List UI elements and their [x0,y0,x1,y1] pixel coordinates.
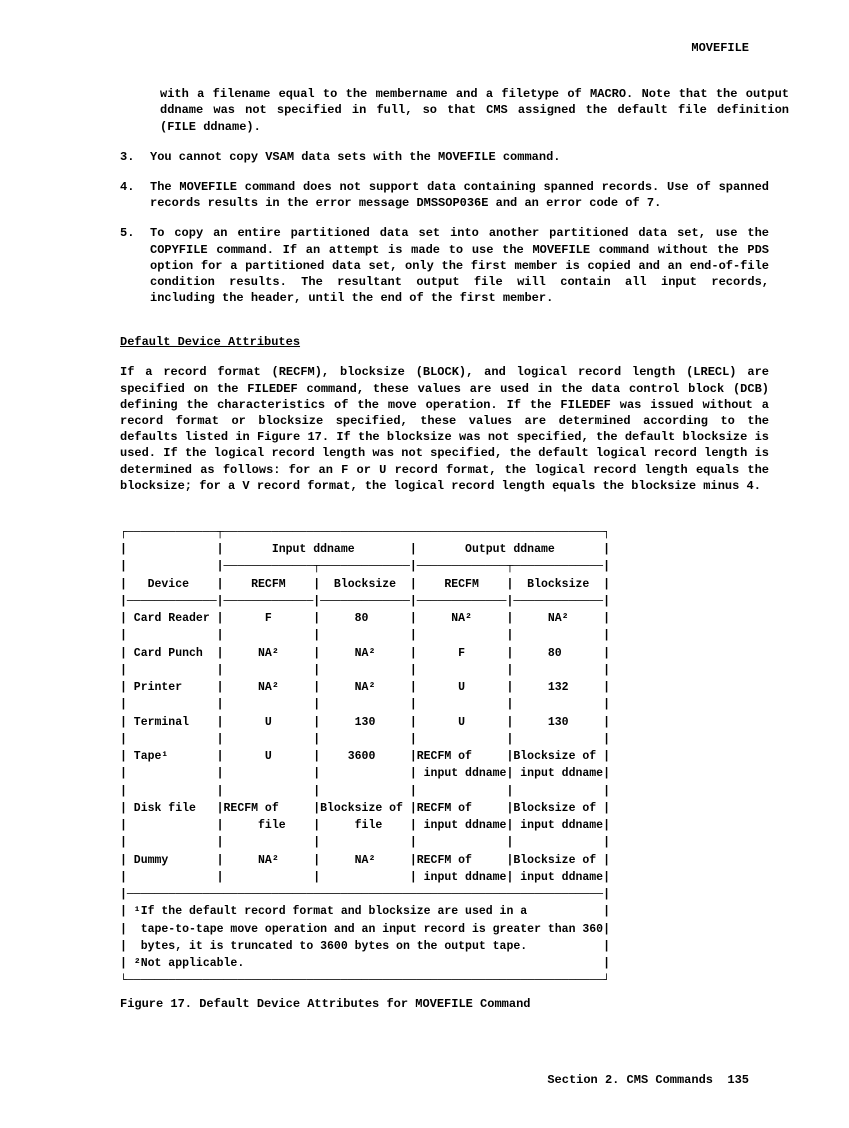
header-title: MOVEFILE [90,40,789,56]
page-footer: Section 2. CMS Commands 135 [90,1072,789,1088]
item-number: 4. [120,179,150,211]
section-heading: Default Device Attributes [120,334,789,350]
list-item-4: 4. The MOVEFILE command does not support… [90,179,789,211]
figure-caption: Figure 17. Default Device Attributes for… [120,996,789,1012]
item-number: 5. [120,225,150,306]
list-item-5: 5. To copy an entire partitioned data se… [90,225,789,306]
item-text: The MOVEFILE command does not support da… [150,179,789,211]
body-paragraph: If a record format (RECFM), blocksize (B… [120,364,789,494]
device-attributes-table: ┌─────────────┬─────────────────────────… [120,524,769,990]
item-text: To copy an entire partitioned data set i… [150,225,789,306]
list-item-3: 3. You cannot copy VSAM data sets with t… [90,149,789,165]
continuation-paragraph: with a filename equal to the membername … [160,86,789,135]
footer-page: 135 [727,1073,749,1087]
item-number: 3. [120,149,150,165]
item-text: You cannot copy VSAM data sets with the … [150,149,789,165]
footer-section: Section 2. CMS Commands [547,1073,713,1087]
